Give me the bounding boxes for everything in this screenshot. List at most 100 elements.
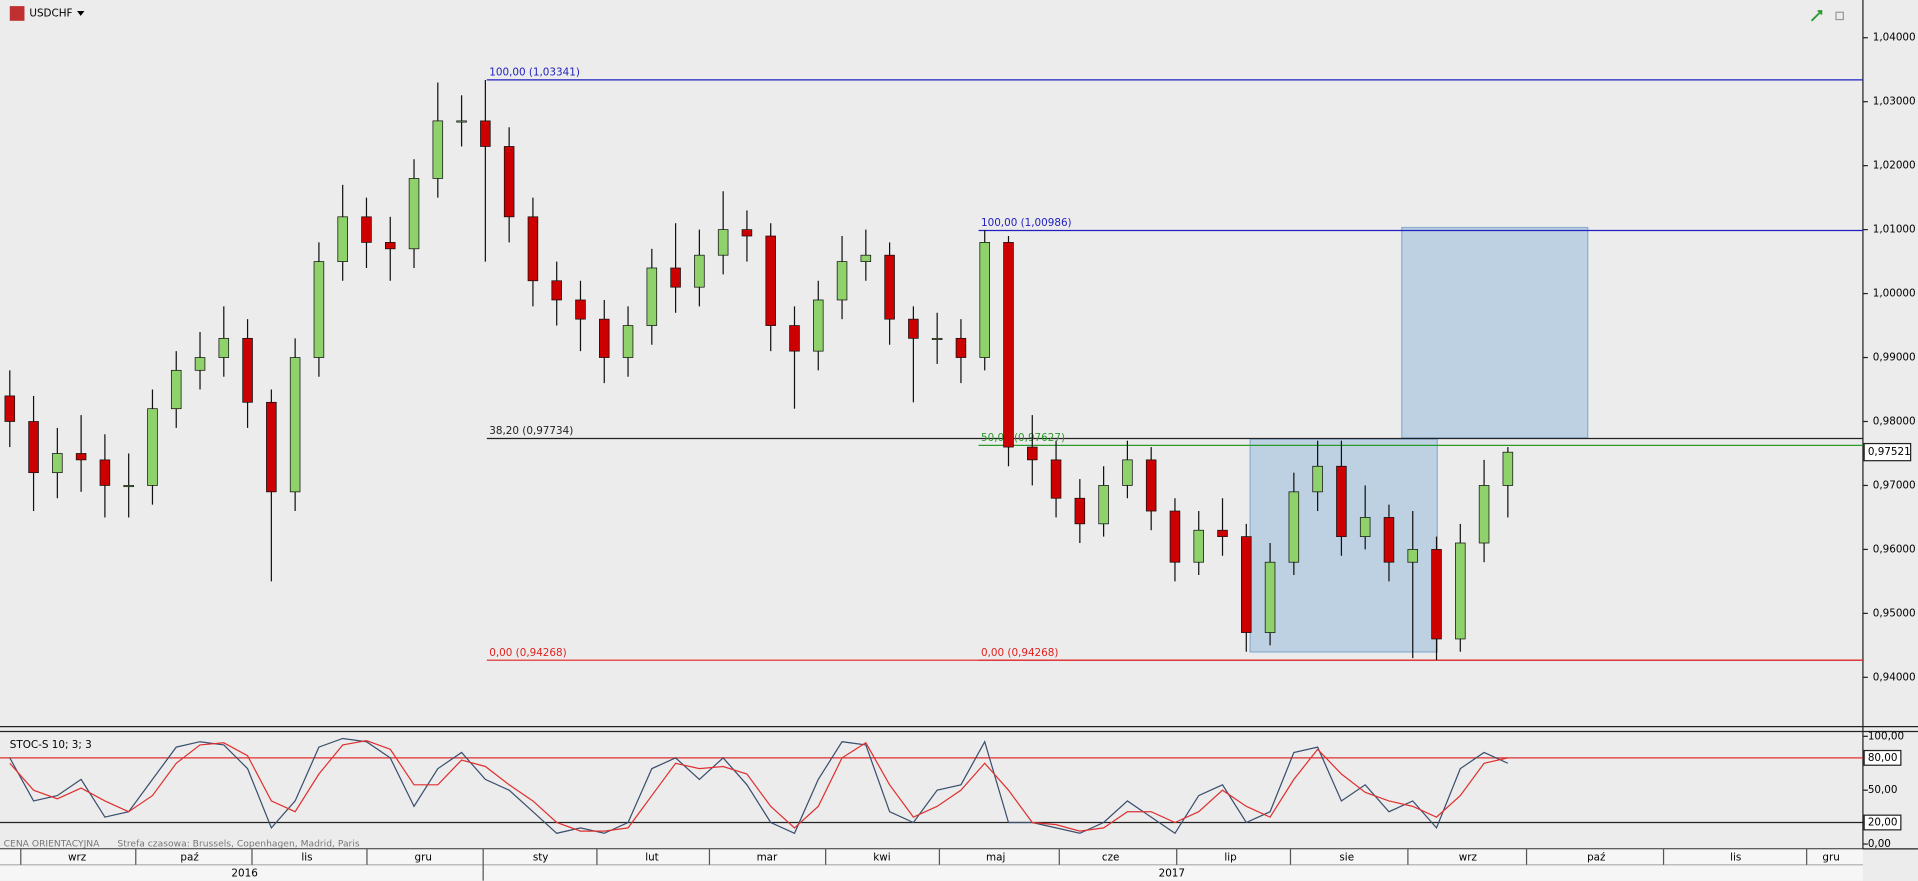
footer-timezone: Strefa czasowa: Brussels, Copenhagen, Ma… xyxy=(117,839,359,850)
month-label: maj xyxy=(986,851,1005,863)
candle-body xyxy=(1359,517,1371,537)
y-tick-label: 100,00 xyxy=(1868,730,1904,742)
candle-body xyxy=(551,280,562,301)
month-label: sie xyxy=(1339,851,1354,863)
candle-body xyxy=(289,357,301,493)
fib-label: 50,00 (0,97627) xyxy=(981,432,1065,444)
candle-body xyxy=(1098,485,1109,525)
candle-body xyxy=(622,325,634,358)
candle-body xyxy=(813,299,824,352)
candle-body xyxy=(1217,529,1228,537)
trade-icon[interactable] xyxy=(1810,10,1823,22)
y-tick-label: 0,00 xyxy=(1868,838,1891,850)
candle-body xyxy=(408,178,420,250)
month-label: lis xyxy=(1730,851,1741,863)
candle-body xyxy=(1050,459,1062,499)
candle-body xyxy=(1288,491,1300,563)
month-label: kwi xyxy=(873,851,890,863)
candle-body xyxy=(1336,465,1347,537)
month-label: gru xyxy=(415,851,432,863)
candle-body xyxy=(384,242,396,250)
indicator-title[interactable]: STOC-S 10; 3; 3 xyxy=(10,739,92,751)
y-tick-label: 1,01000 xyxy=(1873,224,1916,236)
candle-body xyxy=(527,216,539,282)
candle-body xyxy=(1455,542,1466,640)
candle-body xyxy=(456,120,467,123)
candle-body xyxy=(1003,242,1014,448)
candle-body xyxy=(1193,529,1204,563)
candle-body xyxy=(741,229,753,237)
candle-body xyxy=(123,485,134,488)
y-tick-label: 50,00 xyxy=(1868,784,1898,796)
y-tick-label: 0,94000 xyxy=(1873,671,1916,683)
year-label: 2017 xyxy=(1159,867,1185,879)
candle-body xyxy=(931,337,943,340)
candle-body xyxy=(1431,549,1442,640)
candle-body xyxy=(218,337,230,358)
candle-body xyxy=(361,216,372,243)
month-label: wrz xyxy=(68,851,86,863)
candle-body xyxy=(1502,451,1514,486)
level-box xyxy=(1863,749,1902,766)
y-tick-label: 20,00 xyxy=(1868,817,1898,829)
candle-body xyxy=(503,146,515,218)
candle-body xyxy=(694,254,705,288)
candle-body xyxy=(884,254,895,320)
symbol[interactable]: USDCHF xyxy=(29,7,72,19)
y-tick-label: 1,03000 xyxy=(1873,96,1916,108)
stoch-line xyxy=(9,739,1508,832)
y-tick-label: 0,97000 xyxy=(1873,479,1916,491)
fib-label: 100,00 (1,00986) xyxy=(981,217,1072,229)
stoch-line xyxy=(9,737,1509,835)
candle-body xyxy=(1074,497,1086,525)
y-tick-label: 1,02000 xyxy=(1873,160,1916,172)
candle-body xyxy=(1145,459,1157,512)
candle-body xyxy=(242,337,253,403)
month-label: lut xyxy=(645,851,659,863)
candle-body xyxy=(1027,446,1038,461)
candle-body xyxy=(860,254,872,262)
candle-body xyxy=(646,267,658,326)
zone xyxy=(1401,226,1589,439)
candle-body xyxy=(75,453,87,461)
candle-body xyxy=(979,242,990,358)
month-label: gru xyxy=(1822,851,1839,863)
candle-body xyxy=(836,261,848,301)
candle-body xyxy=(908,318,919,339)
level-box xyxy=(1863,814,1902,831)
dropdown-arrow[interactable] xyxy=(77,11,85,16)
year-label: 2016 xyxy=(231,867,257,879)
candle-body xyxy=(432,120,444,179)
month-label: paź xyxy=(1587,851,1605,863)
fib-label: 0,00 (0,94268) xyxy=(981,647,1058,659)
fib-label: 0,00 (0,94268) xyxy=(489,647,566,659)
last-price-label: 0,97521 xyxy=(1868,446,1911,458)
candle-body xyxy=(266,401,277,493)
symbol-icon xyxy=(9,6,25,21)
month-label: wrz xyxy=(1459,851,1477,863)
window-button[interactable] xyxy=(1835,11,1844,21)
candle-body xyxy=(1169,510,1181,563)
y-tick-label: 80,00 xyxy=(1868,752,1898,764)
month-label: paź xyxy=(180,851,198,863)
month-label: lip xyxy=(1224,851,1237,863)
time-axis xyxy=(0,848,1863,881)
candle-body xyxy=(52,453,63,474)
candle-body xyxy=(765,235,776,326)
month-label: sty xyxy=(533,851,549,863)
month-label: mar xyxy=(757,851,778,863)
candle-body xyxy=(1312,465,1323,493)
candle-body xyxy=(170,369,182,410)
candle-body xyxy=(1241,536,1252,633)
candle-body xyxy=(1478,485,1490,544)
y-tick-label: 0,96000 xyxy=(1873,543,1916,555)
candle-body xyxy=(28,421,39,474)
candle-body xyxy=(575,299,586,320)
y-tick-label: 1,00000 xyxy=(1873,288,1916,300)
candle-body xyxy=(717,229,729,256)
fib-label: 38,20 (0,97734) xyxy=(489,425,573,437)
y-tick-label: 1,04000 xyxy=(1873,32,1916,44)
